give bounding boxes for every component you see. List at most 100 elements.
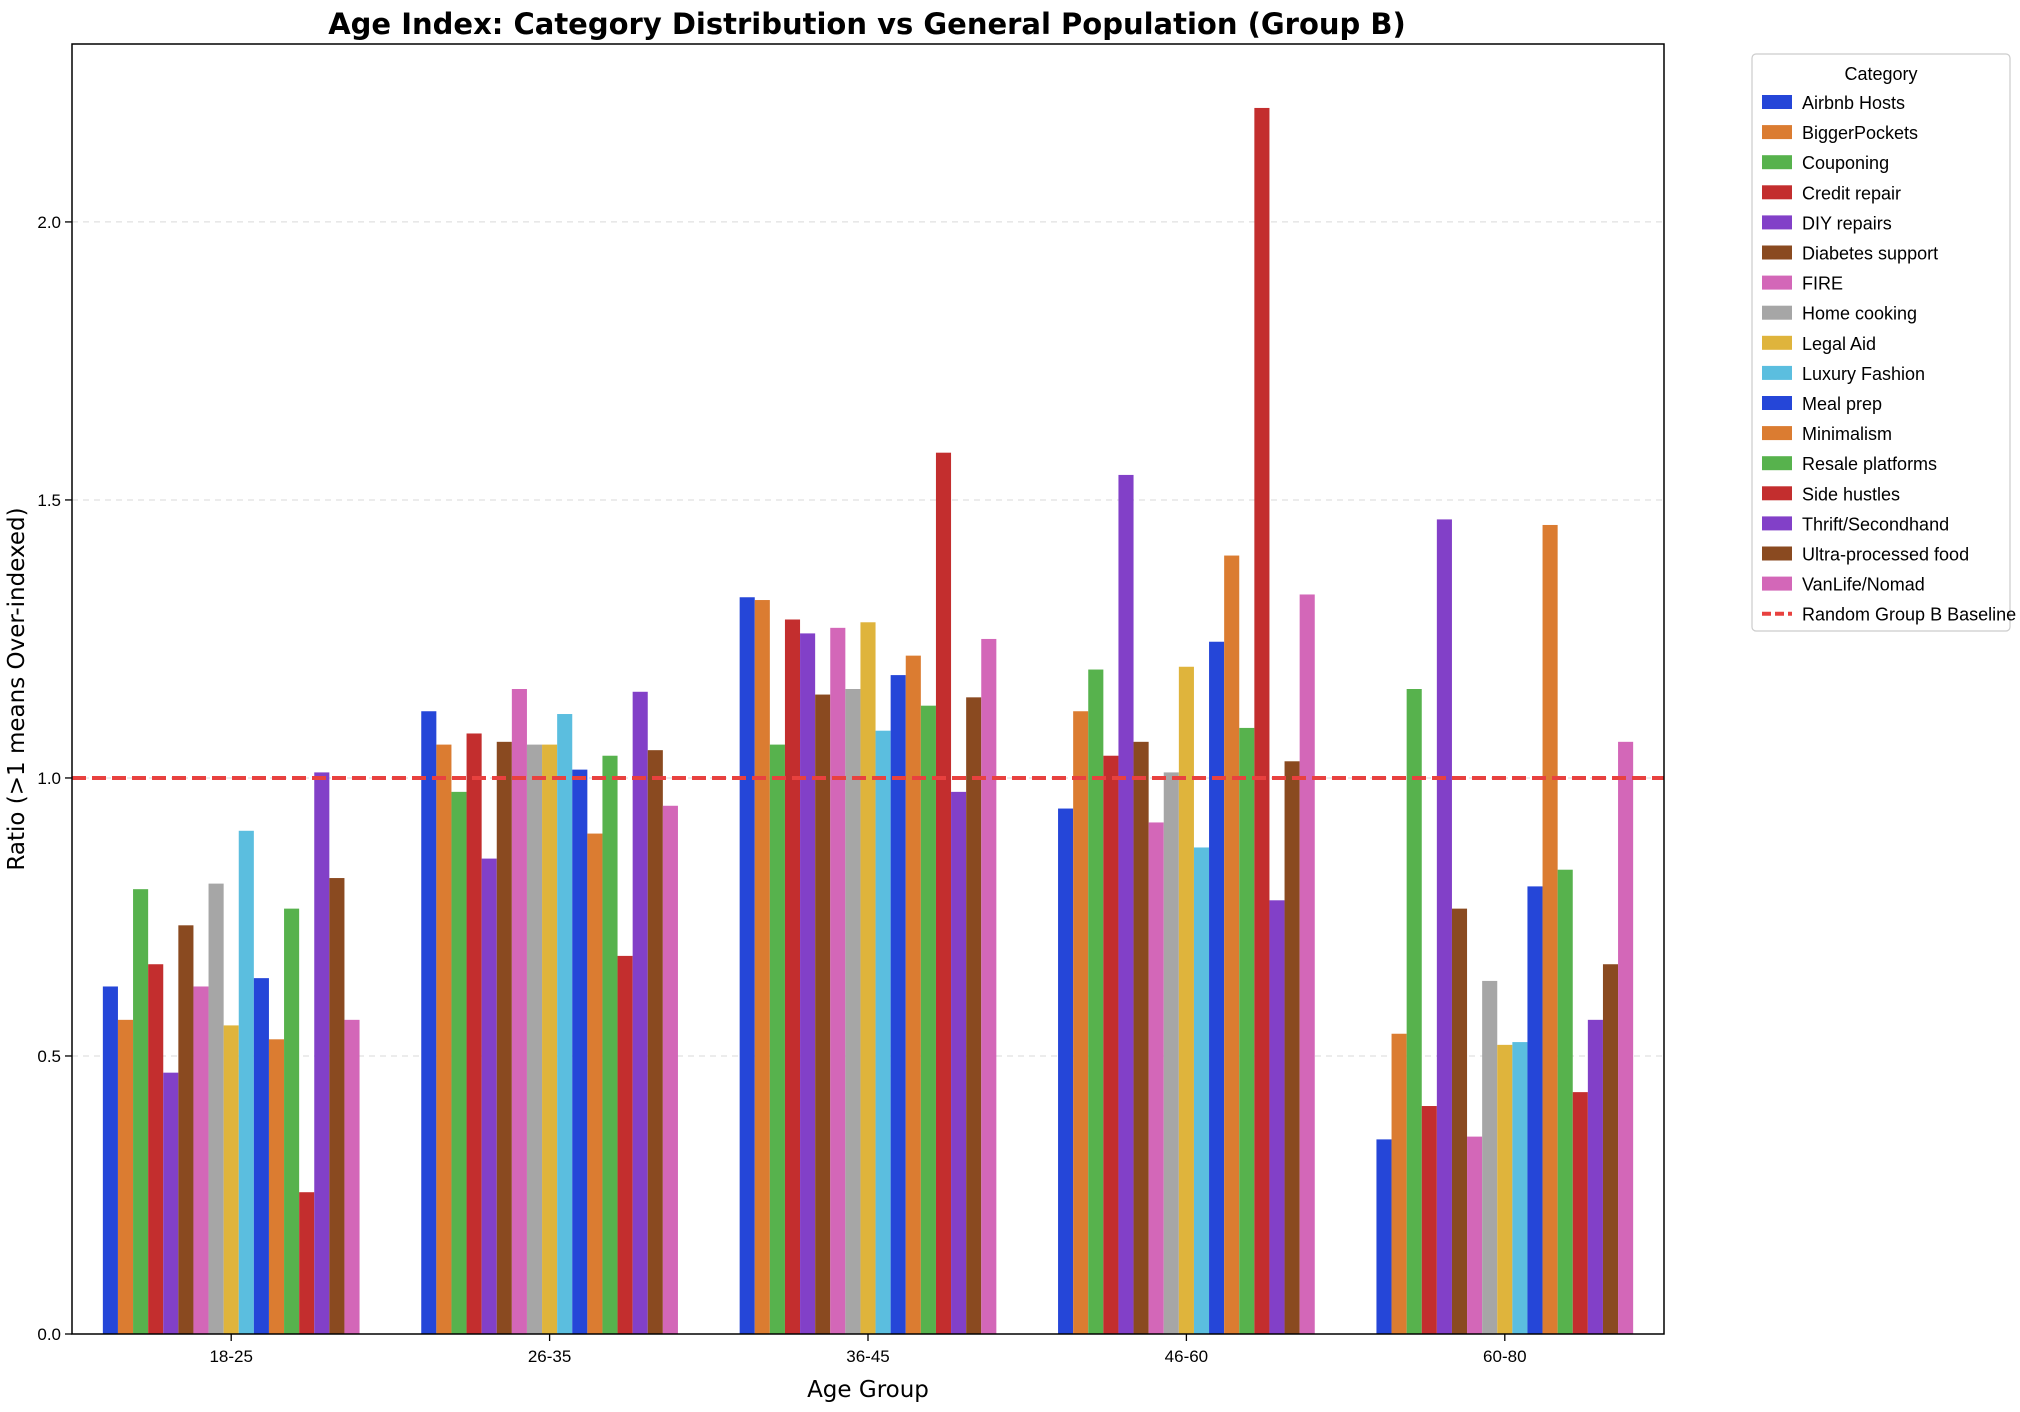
legend-entry: Random Group B Baseline (1802, 605, 2016, 625)
bar (587, 833, 603, 1334)
bar (102, 986, 118, 1334)
legend-entry: Airbnb Hosts (1802, 93, 1905, 113)
bar (617, 955, 633, 1334)
legend-entry: Couponing (1802, 153, 1889, 173)
y-axis: 0.0 0.5 1.0 1.5 2.0 (37, 213, 72, 1344)
bar (1527, 886, 1543, 1334)
bar (800, 633, 816, 1334)
bar (117, 1019, 134, 1334)
bar (602, 755, 618, 1334)
bar (1284, 761, 1300, 1334)
bar (284, 908, 300, 1334)
bar (133, 889, 149, 1334)
legend-entry: DIY repairs (1802, 213, 1892, 233)
bar (314, 772, 330, 1334)
bar (1193, 847, 1210, 1334)
bar (178, 925, 194, 1334)
bar (268, 1039, 285, 1334)
bar (1557, 869, 1573, 1334)
bar (163, 1072, 179, 1334)
bar (451, 791, 467, 1334)
legend-swatch (1762, 456, 1792, 471)
legend-entry: Resale platforms (1802, 454, 1937, 474)
legend-swatch (1762, 305, 1792, 320)
bar (481, 858, 497, 1334)
bar (1058, 808, 1074, 1334)
bar (1133, 741, 1149, 1334)
bar (739, 597, 755, 1334)
legend-entry: Credit repair (1802, 183, 1901, 203)
legend-entry: Luxury Fashion (1802, 364, 1925, 384)
bar (920, 705, 936, 1334)
bar (1467, 1136, 1483, 1334)
bar (845, 689, 861, 1334)
bar (572, 769, 588, 1334)
bar (299, 1192, 315, 1334)
bar (466, 733, 482, 1334)
x-tick-label: 26-35 (528, 1347, 571, 1366)
bar (784, 619, 801, 1334)
x-tick-label: 46-60 (1165, 1347, 1208, 1366)
bar (1572, 1092, 1588, 1334)
legend-entry: Diabetes support (1802, 244, 1938, 264)
legend-entry: Meal prep (1802, 394, 1882, 414)
legend-swatch (1762, 516, 1792, 531)
legend-entry: BiggerPockets (1802, 123, 1918, 143)
bar (148, 964, 164, 1334)
bar (951, 791, 967, 1334)
legend-swatch (1762, 576, 1792, 591)
bar (1512, 1042, 1528, 1334)
bar (632, 691, 648, 1334)
bar (1482, 980, 1498, 1334)
bar (830, 627, 846, 1334)
bar (875, 730, 891, 1334)
legend-swatch (1762, 125, 1792, 140)
bar (890, 675, 906, 1334)
bar (966, 697, 982, 1334)
bar (1224, 555, 1240, 1334)
bar (1406, 689, 1422, 1334)
bar (1254, 107, 1270, 1334)
bar (1178, 666, 1194, 1334)
legend: Category Airbnb Hosts BiggerPockets Coupon… (1751, 53, 2016, 632)
bar (935, 452, 952, 1335)
bar (238, 830, 254, 1334)
legend-entry: Minimalism (1802, 424, 1892, 444)
bar (1269, 900, 1285, 1334)
bar (905, 655, 921, 1334)
bar (253, 978, 269, 1334)
bar (1542, 524, 1558, 1334)
legend-entry: Home cooking (1802, 304, 1917, 324)
bars (102, 107, 1634, 1335)
legend-entry: Legal Aid (1802, 334, 1876, 354)
legend-frame (1751, 53, 2011, 632)
x-tick-label: 18-25 (209, 1347, 252, 1366)
bar (1376, 1139, 1392, 1334)
x-axis-label: Age Group (807, 1377, 929, 1403)
bar (1618, 741, 1634, 1334)
legend-swatch (1762, 95, 1792, 109)
legend-swatch (1762, 426, 1792, 441)
bar (1451, 908, 1468, 1334)
x-axis: 18-25 26-35 36-45 46-60 60-80 (209, 1334, 1527, 1366)
legend-swatch (1762, 245, 1792, 260)
bar (981, 638, 997, 1334)
bar (1088, 669, 1104, 1334)
bar (1421, 1106, 1437, 1334)
bar (1163, 772, 1179, 1334)
bar (1602, 964, 1619, 1334)
y-tick-label: 1.0 (37, 769, 61, 788)
y-axis-label: Ratio (>1 means Over-indexed) (4, 507, 30, 870)
bar (344, 1019, 360, 1334)
legend-swatch (1762, 396, 1792, 410)
y-tick-label: 1.5 (37, 491, 61, 510)
bar (557, 714, 573, 1334)
bar (193, 986, 209, 1334)
legend-swatch (1762, 365, 1792, 380)
legend-title: Category (1844, 64, 1917, 84)
legend-entry: Side hustles (1802, 484, 1900, 504)
legend-entry: FIRE (1802, 274, 1843, 294)
bar (860, 622, 876, 1334)
bar (1436, 519, 1452, 1334)
